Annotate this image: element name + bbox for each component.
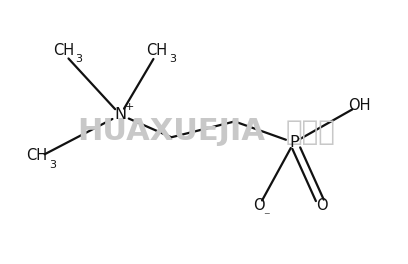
- Text: O: O: [253, 199, 265, 213]
- Text: 化学加: 化学加: [285, 118, 335, 146]
- Text: O: O: [317, 199, 328, 213]
- Text: HUAXUEJIA: HUAXUEJIA: [78, 117, 265, 147]
- Text: CH: CH: [26, 148, 47, 163]
- Text: 3: 3: [75, 54, 82, 64]
- Text: ®: ®: [231, 118, 239, 127]
- Text: 3: 3: [169, 54, 176, 64]
- Text: CH: CH: [53, 43, 74, 58]
- Text: 3: 3: [49, 160, 56, 170]
- Text: CH: CH: [146, 43, 168, 58]
- Text: +: +: [125, 102, 134, 112]
- Text: ⁻: ⁻: [263, 210, 270, 224]
- Text: N: N: [114, 107, 126, 122]
- Text: P: P: [289, 135, 299, 150]
- Text: OH: OH: [348, 98, 370, 113]
